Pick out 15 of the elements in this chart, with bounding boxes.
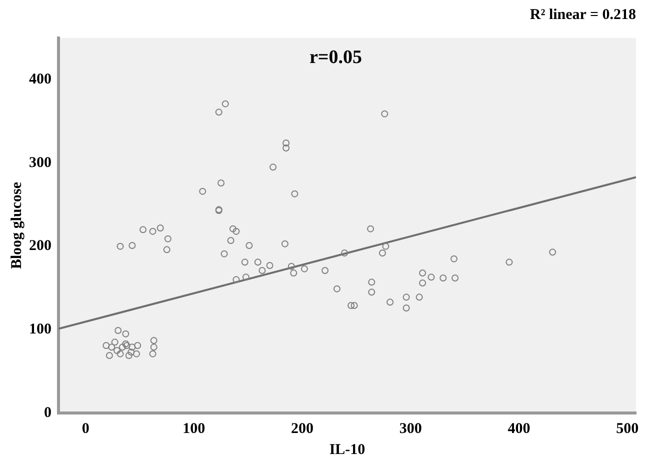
- y-axis-title: Bloog glucose: [8, 182, 25, 270]
- x-tick-label: 300: [399, 420, 422, 437]
- x-tick-label: 500: [616, 420, 639, 437]
- annotation: r=0.05: [309, 46, 362, 68]
- y-tick-label: 100: [29, 322, 52, 338]
- x-tick-label: 200: [291, 420, 314, 437]
- chart-title: R² linear = 0.218: [530, 6, 636, 23]
- y-tick-label: 300: [29, 154, 52, 171]
- x-tick-label: 100: [182, 420, 206, 437]
- x-axis-title: IL-10: [329, 442, 366, 458]
- x-tick-label: 0: [82, 420, 90, 437]
- x-tick-label: 400: [508, 420, 530, 437]
- y-tick-label: 200: [29, 238, 52, 254]
- y-tick-label: 400: [29, 72, 52, 88]
- y-tick-label: 0: [44, 404, 52, 421]
